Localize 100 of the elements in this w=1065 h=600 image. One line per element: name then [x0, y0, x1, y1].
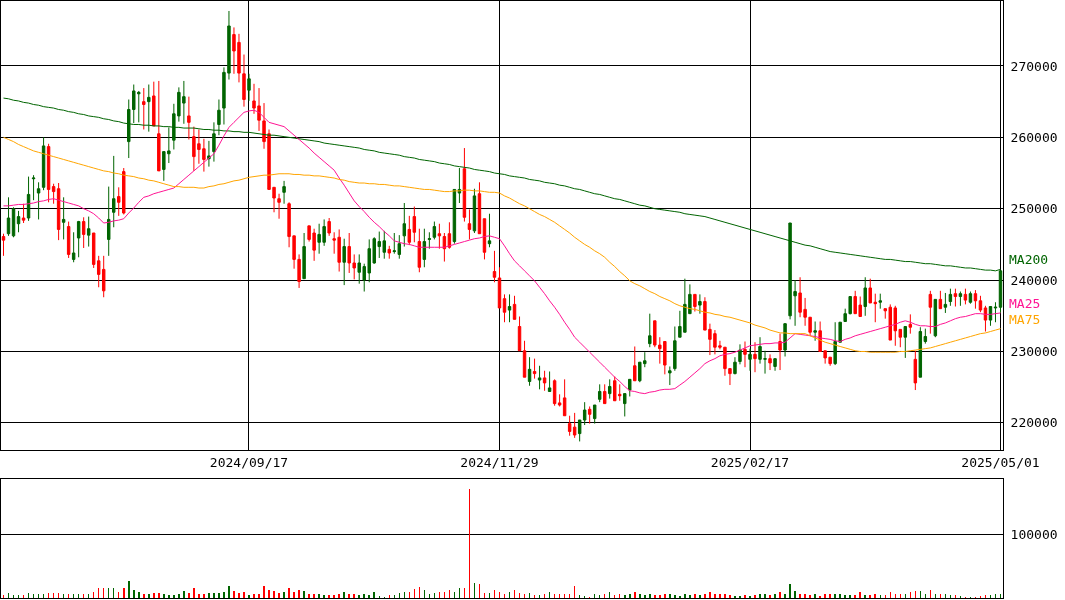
candlestick — [903, 326, 908, 359]
candlestick — [16, 210, 21, 233]
candlestick — [212, 121, 216, 163]
candlestick — [592, 404, 597, 425]
y-tick-label: 240000 — [1010, 272, 1058, 288]
candlestick — [71, 231, 76, 263]
y-tick-label: 220000 — [1010, 415, 1058, 431]
candlestick — [302, 232, 306, 280]
candlestick — [778, 333, 782, 371]
candlestick — [628, 378, 632, 397]
candlestick — [106, 186, 111, 257]
candlestick — [101, 255, 106, 298]
candlestick — [963, 288, 968, 305]
candlestick — [633, 345, 637, 382]
candlestick — [462, 147, 467, 223]
candlestick — [933, 298, 938, 338]
candlestick — [562, 378, 567, 417]
candlestick — [587, 405, 592, 425]
candlestick — [743, 341, 747, 368]
candlestick — [76, 220, 81, 258]
y-tick-label: 100000 — [1010, 527, 1058, 543]
candlestick — [497, 266, 502, 309]
candlestick — [112, 155, 116, 228]
candlestick — [607, 378, 612, 400]
series-label: MA75 — [1009, 312, 1041, 327]
candlestick — [673, 326, 677, 372]
candlestick — [648, 313, 652, 348]
candlestick — [813, 321, 817, 342]
candlestick — [968, 291, 973, 305]
candlestick — [693, 293, 697, 313]
candlestick — [472, 188, 477, 234]
candlestick — [447, 221, 452, 250]
candlestick — [512, 295, 517, 320]
candlestick — [602, 383, 607, 405]
line-series — [3, 109, 1001, 395]
candlestick — [157, 80, 161, 172]
line-series — [3, 136, 1001, 353]
candlestick — [31, 174, 36, 201]
candlestick — [6, 196, 11, 237]
candlestick — [547, 370, 552, 392]
candlestick — [918, 326, 923, 378]
candlestick — [993, 301, 998, 323]
candlestick — [913, 350, 918, 391]
candlestick — [532, 358, 537, 380]
candlestick — [668, 365, 672, 386]
candlestick — [943, 292, 948, 314]
x-tick-label: 2024/11/29 — [460, 454, 539, 470]
candlestick — [878, 293, 882, 310]
candlestick — [21, 203, 26, 224]
candlestick — [152, 81, 156, 127]
candlestick — [1, 233, 6, 257]
candlestick — [572, 412, 577, 439]
candlestick — [207, 140, 211, 168]
candlestick — [773, 358, 777, 372]
candlestick — [938, 290, 943, 310]
candlestick — [427, 231, 432, 250]
candlestick — [527, 356, 532, 387]
candlestick — [86, 216, 91, 248]
candlestick — [738, 343, 742, 365]
candlestick — [557, 393, 562, 407]
series-label: MA200 — [1009, 252, 1049, 267]
candlestick — [973, 289, 978, 310]
candlestick — [437, 223, 442, 250]
candlestick — [432, 221, 437, 240]
candlestick — [542, 370, 547, 392]
candlestick — [142, 87, 146, 130]
candlestick — [698, 293, 702, 315]
candlestick — [422, 228, 427, 268]
candlestick — [597, 383, 602, 403]
candlestick — [522, 340, 527, 378]
candlestick — [487, 213, 492, 248]
candlestick — [623, 393, 627, 417]
candlestick — [402, 202, 407, 248]
candlestick — [66, 221, 71, 259]
candlestick — [81, 216, 86, 249]
candlestick — [507, 293, 512, 323]
candlestick — [187, 96, 191, 140]
y-tick-label: 250000 — [1010, 201, 1058, 217]
candlestick — [417, 228, 422, 273]
x-tick-label: 2025/05/01 — [961, 454, 1040, 470]
candlestick — [768, 353, 772, 371]
candlestick — [928, 290, 933, 335]
y-tick-label: 230000 — [1010, 344, 1058, 360]
candlestick — [948, 288, 953, 307]
candlestick — [51, 183, 56, 205]
x-tick-label: 2024/09/17 — [209, 454, 289, 470]
candlestick — [467, 208, 472, 240]
candlestick — [61, 196, 66, 240]
candlestick — [247, 73, 251, 102]
candlestick — [477, 181, 482, 235]
candlestick — [983, 305, 988, 332]
candlestick — [26, 176, 31, 222]
candlestick — [36, 181, 41, 220]
candlestick — [953, 288, 958, 308]
x-tick-label: 2025/02/17 — [710, 454, 790, 470]
candlestick — [748, 348, 752, 372]
candlestick — [908, 313, 913, 335]
candlestick — [502, 293, 507, 323]
candlestick — [978, 295, 983, 313]
candlestick — [863, 276, 867, 317]
